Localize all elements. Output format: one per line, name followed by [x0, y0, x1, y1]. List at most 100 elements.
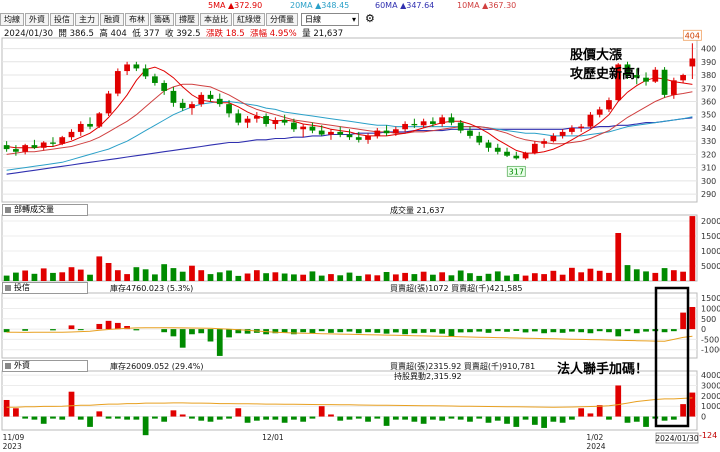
foreign-bar: [485, 416, 492, 423]
candle-body: [198, 94, 205, 105]
foreign-tick-label: 2000: [701, 392, 720, 401]
trust-bar: [411, 329, 418, 334]
volume-tick-label: 20000: [701, 217, 720, 226]
candle-body: [179, 102, 186, 109]
trust-bar: [355, 329, 362, 334]
foreign-bar: [365, 416, 371, 422]
candle-body: [133, 64, 140, 69]
volume-bar: [281, 273, 288, 281]
volume-bar: [337, 275, 344, 281]
candle-body: [300, 126, 307, 130]
candle-body: [448, 117, 455, 123]
trust-bar: [161, 329, 168, 333]
foreign-bar: [569, 416, 575, 420]
volume-bar: [531, 273, 538, 281]
tab-traffic-light[interactable]: 紅綠燈: [233, 12, 265, 26]
candle-body: [559, 131, 566, 136]
trust-bar: [365, 329, 371, 333]
tab-ma[interactable]: 均線: [0, 12, 24, 26]
foreign-bar: [578, 408, 585, 417]
price-tick-label: 370: [701, 84, 716, 93]
tab-trust[interactable]: 投信: [50, 12, 74, 26]
volume-select[interactable]: 部轉成交量: [2, 204, 88, 216]
candle-body: [105, 93, 112, 114]
foreign-bar: [513, 416, 520, 427]
x-axis-date-label: 12/01: [262, 433, 284, 442]
candle-body: [328, 131, 334, 135]
trust-tick-label: 1500: [701, 294, 720, 303]
volume-bar: [485, 273, 492, 281]
trust-bar: [624, 329, 631, 332]
trust-bar: [578, 329, 585, 333]
candle-body: [411, 123, 418, 126]
tab-foreign[interactable]: 外資: [25, 12, 49, 26]
trust-bar: [198, 329, 205, 334]
candle-body: [346, 134, 353, 138]
candle-body: [272, 120, 279, 124]
quote-pct: 漲幅 4.95%: [250, 29, 297, 39]
foreign-bar: [420, 416, 427, 424]
foreign-bar: [105, 416, 112, 419]
tab-chips[interactable]: 籌碼: [150, 12, 174, 26]
trust-select[interactable]: 投信: [2, 282, 88, 294]
trust-bar: [105, 320, 112, 330]
tab-support[interactable]: 撐壓: [175, 12, 199, 26]
foreign-bar: [430, 416, 436, 420]
foreign-bar: [643, 416, 649, 427]
foreign-tick-label: 1000: [701, 402, 720, 411]
trust-bar: [3, 329, 10, 333]
volume-bar: [328, 274, 334, 281]
trust-bar: [337, 329, 344, 333]
trust-bar: [531, 329, 538, 332]
volume-bar: [494, 271, 501, 281]
foreign-bar: [624, 416, 631, 423]
foreign-bar: [253, 416, 260, 421]
candle-body: [652, 69, 659, 82]
volume-bar: [291, 274, 297, 281]
trust-bar: [235, 329, 242, 334]
trust-bar: [77, 329, 84, 331]
candle-body: [161, 82, 168, 91]
trust-stock-line: [6, 327, 693, 342]
foreign-bar: [13, 408, 19, 417]
candle-body: [643, 77, 649, 82]
candle-body: [244, 118, 251, 123]
gear-icon[interactable]: ⚙: [365, 12, 375, 25]
foreign-select[interactable]: 外資: [2, 360, 88, 372]
candle-body: [476, 135, 483, 143]
high-label: 404: [685, 31, 700, 40]
trust-bar: [133, 329, 140, 331]
foreign-bar: [328, 414, 334, 417]
ma10-legend: 10MA ▲367.30: [457, 1, 517, 10]
x-axis-year-label: 2024: [586, 442, 605, 451]
price-tick-label: 310: [701, 164, 716, 173]
tab-bollinger[interactable]: 布林: [125, 12, 149, 26]
candle-body: [96, 113, 103, 127]
volume-bar: [467, 273, 473, 281]
price-tick-label: 290: [701, 190, 716, 199]
volume-bar: [448, 275, 455, 281]
period-select[interactable]: 日線: [301, 12, 359, 26]
volume-bar: [606, 272, 612, 281]
tab-main-force[interactable]: 主力: [75, 12, 99, 26]
foreign-min-label: -124: [699, 431, 717, 440]
tab-price-volume[interactable]: 分價量: [266, 12, 298, 26]
tab-pe[interactable]: 本益比: [200, 12, 232, 26]
trust-bar: [374, 329, 381, 333]
foreign-bar: [606, 416, 612, 420]
candle-body: [31, 145, 38, 148]
candle-body: [291, 122, 297, 130]
quote-open: 開 386.5: [58, 29, 94, 39]
volume-bar: [318, 275, 325, 281]
candle-body: [281, 120, 288, 123]
quote-low: 低 377: [132, 29, 160, 39]
volume-bar: [161, 264, 168, 281]
candle-body: [152, 76, 158, 83]
trust-stock-label: 庫存4760.023 (5.3%): [110, 284, 194, 293]
foreign-bar: [374, 416, 381, 419]
candle-body: [207, 94, 214, 99]
tab-margin[interactable]: 融資: [100, 12, 124, 26]
candle-body: [522, 153, 529, 159]
candle-body: [689, 58, 696, 67]
trust-bar: [457, 329, 464, 333]
